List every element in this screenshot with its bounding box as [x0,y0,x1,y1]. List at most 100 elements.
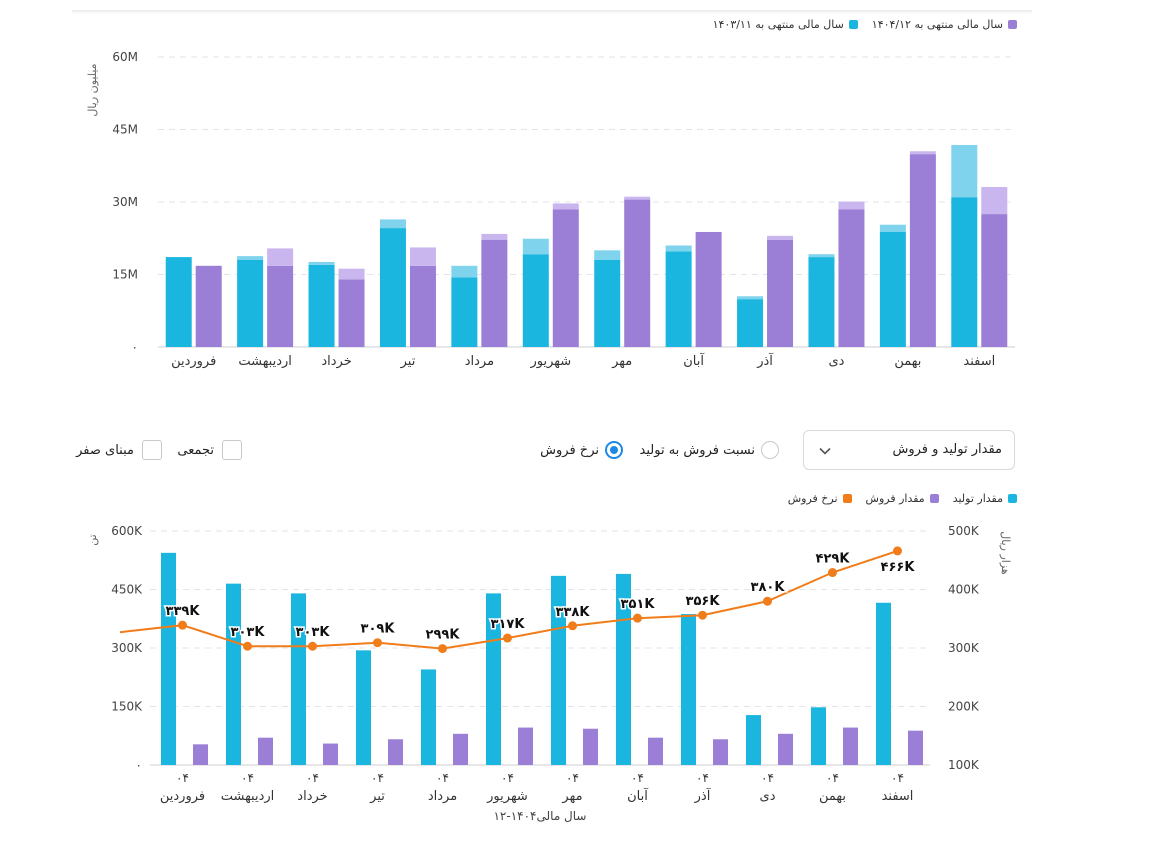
x-tick-prefix: ۰۴ [176,771,189,785]
bar-sales [713,739,728,765]
y-tick-label: 600K [111,524,143,538]
bar-production [486,593,501,765]
bar [838,209,865,347]
bar-upper-segment [808,254,835,258]
bar-upper-segment [481,233,508,240]
legend-item[interactable]: نرخ فروش [788,492,852,505]
bar-sales [193,744,208,765]
sales-rate-point [568,621,577,631]
x-tick-prefix: ۰۴ [696,771,709,785]
x-tick-label: مهر [611,354,632,369]
legend-label: سال مالی منتهی به ۱۴۰۴/۱۲ [871,18,1003,31]
bar-sales [258,737,273,765]
bar [522,254,549,347]
checkbox-cumulative[interactable]: تجمعی [177,440,242,460]
sales-rate-data-label: ۳۵۱K [621,597,656,612]
legend-swatch [848,20,858,29]
y2-tick-label: 100K [948,758,980,772]
bar [451,277,478,347]
radio-sales-ratio-circle[interactable] [761,441,779,459]
y2-tick-label: 500K [948,524,980,538]
metric-dropdown-label: مقدار تولید و فروش [892,442,1002,457]
x-tick-label: بهمن [894,354,921,369]
legend-item[interactable]: سال مالی منتهی به ۱۴۰۴/۱۲ [872,18,1017,31]
y-tick-label: 450K [111,583,143,597]
checkbox-zero-base[interactable]: مبنای صفر [76,440,162,460]
bar-sales [908,730,923,765]
legend-item[interactable]: مقدار تولید [953,492,1017,505]
bar [624,199,651,347]
bar-production [291,593,306,765]
bar [737,299,764,347]
bar [409,265,436,347]
legend-label: مقدار فروش [865,492,925,505]
sales-rate-point [438,644,447,654]
bar [481,239,508,347]
x-tick-prefix: ۰۴ [371,771,384,785]
sales-rate-point [633,613,642,623]
sales-rate-point [763,596,772,606]
bar-upper-segment [267,248,294,266]
y-axis-unit-label: میلیون ریال [86,63,99,116]
bar-sales [518,727,533,765]
bar [379,228,406,347]
radio-sales-rate-circle[interactable] [605,441,623,459]
y2-axis-unit-label: هزار ریال [999,531,1012,575]
legend-swatch [1008,494,1017,503]
legend-item[interactable]: مقدار فروش [866,492,939,505]
legend-label: مقدار تولید [952,492,1003,505]
checkbox-cumulative-box[interactable] [222,440,242,460]
bar-upper-segment [737,296,764,300]
x-tick-label: اردیبهشت [238,354,292,369]
y-axis-unit-label: تن [86,534,99,545]
sales-rate-point [893,546,902,556]
legend-item[interactable]: سال مالی منتهی به ۱۴۰۳/۱۱ [713,18,858,31]
x-tick-label: مرداد [428,789,457,804]
bar-production [681,614,696,765]
x-tick-prefix: ۰۴ [631,771,644,785]
x-tick-prefix: ۰۴ [566,771,579,785]
bar [237,260,264,347]
radio-sales-rate-label: نرخ فروش [540,442,599,458]
radio-sales-ratio[interactable]: نسبت فروش به تولید [640,441,779,459]
x-tick-label: فروردین [171,354,216,369]
bar-production [746,715,761,765]
bar [267,265,294,347]
x-tick-label: تیر [369,789,385,804]
x-tick-label: اردیبهشت [221,789,275,804]
bar-upper-segment [308,261,335,265]
sales-rate-data-label: ۲۹۹K [426,628,461,643]
chevron-down-icon [818,443,832,462]
bar-production [811,707,826,765]
bar-upper-segment [981,187,1008,215]
bar-sales [323,743,338,765]
top-divider [72,10,1032,14]
bar [909,154,936,347]
sales-rate-data-label: ۳۰۳K [231,625,266,640]
x-tick-prefix: ۰۴ [436,771,449,785]
metric-dropdown[interactable]: مقدار تولید و فروش [803,430,1015,470]
bar-upper-segment [237,256,264,260]
bar [879,231,906,347]
bar-production [616,573,631,765]
bar [981,214,1008,347]
radio-sales-rate[interactable]: نرخ فروش [540,441,623,459]
bar-upper-segment [522,238,549,255]
bar [338,279,365,347]
bar-upper-segment [838,201,865,210]
top-bar-chart: ۰ 15M 30M 45M 60M میلیون ریال فروردین اردیبهشت خ… [86,50,1015,369]
y-tick-label: 300K [111,641,143,655]
bar-sales [648,737,663,765]
bar [308,264,335,347]
bar-production [356,650,371,765]
checkbox-zero-base-box[interactable] [142,440,162,460]
sales-rate-data-label: ۳۰۹K [361,622,396,637]
bar-production [161,552,176,765]
x-tick-prefix: ۰۴ [306,771,319,785]
bar [195,265,222,347]
bar [951,197,978,347]
x-tick-label: تیر [400,354,416,369]
bar-upper-segment [379,219,406,229]
legend-swatch [929,494,939,503]
bar-sales [453,733,468,765]
